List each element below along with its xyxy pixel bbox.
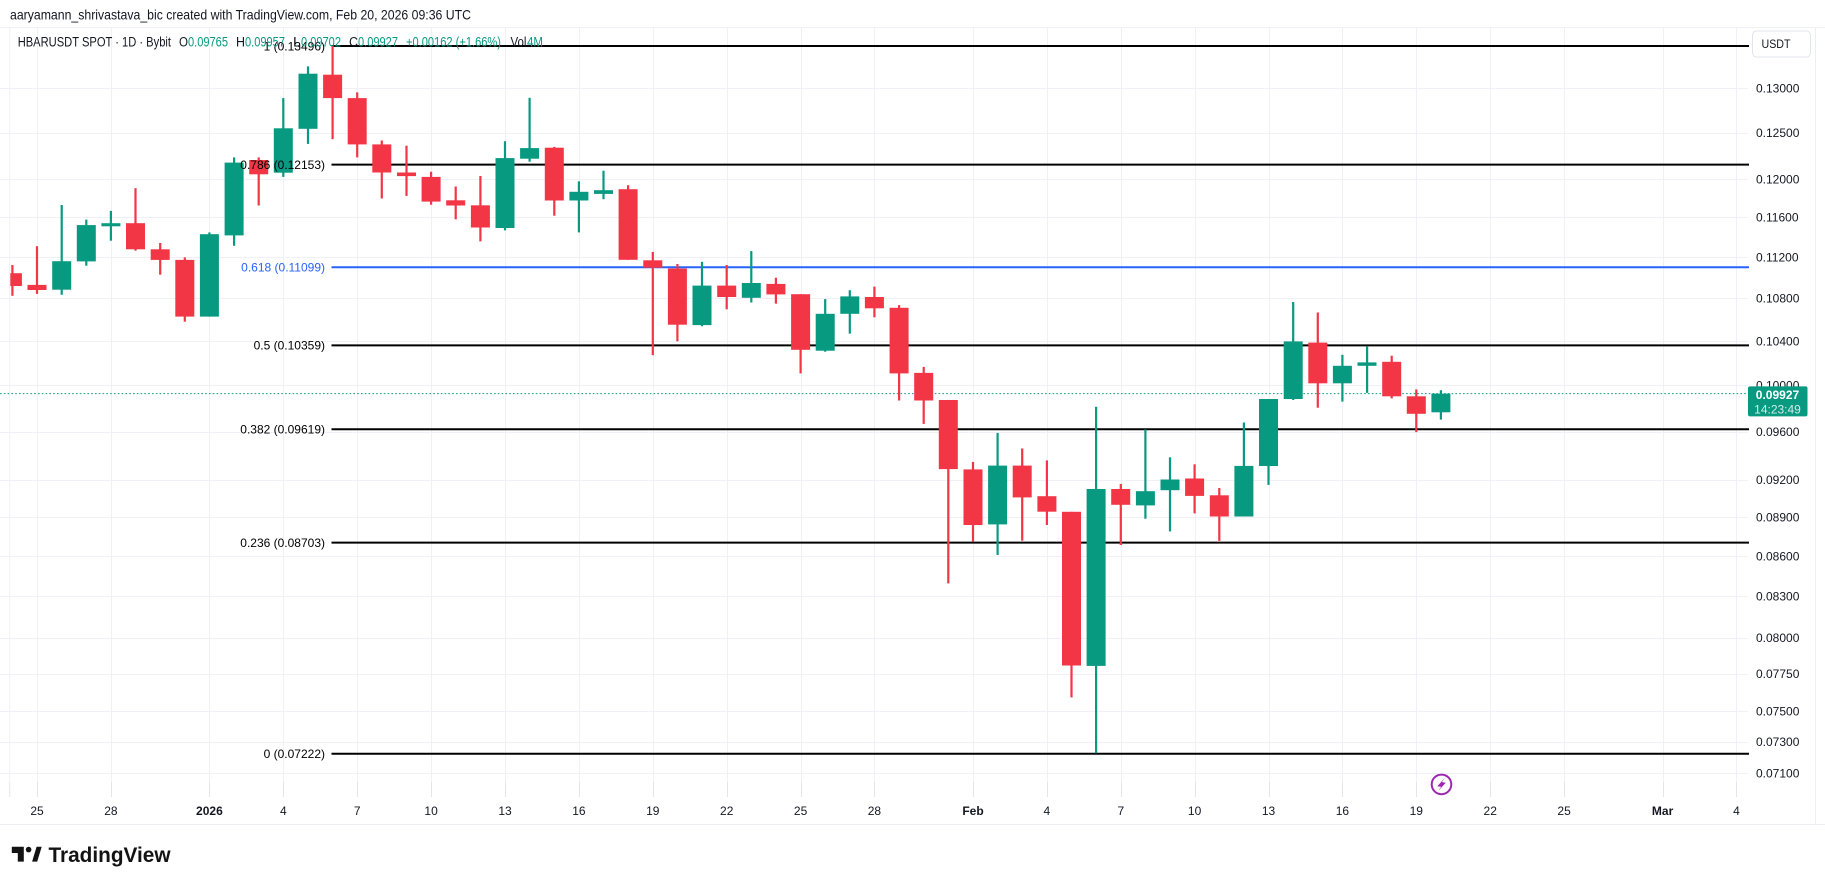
svg-text:Feb: Feb (962, 804, 983, 818)
svg-text:0.09765: 0.09765 (188, 35, 228, 50)
svg-text:L: L (293, 35, 302, 50)
svg-text:4: 4 (280, 804, 287, 818)
svg-text:4: 4 (1733, 804, 1740, 818)
svg-text:USDT: USDT (1762, 37, 1792, 51)
svg-text:22: 22 (720, 804, 734, 818)
svg-text:0.12500: 0.12500 (1756, 126, 1800, 140)
svg-text:O: O (179, 35, 188, 50)
svg-text:25: 25 (1557, 804, 1571, 818)
svg-text:Vol: Vol (511, 35, 527, 50)
svg-text:1 (0.13496): 1 (0.13496) (264, 39, 325, 53)
svg-text:25: 25 (30, 804, 44, 818)
svg-text:19: 19 (646, 804, 660, 818)
svg-text:16: 16 (1336, 804, 1350, 818)
svg-text:Mar: Mar (1652, 804, 1674, 818)
svg-text:0.11600: 0.11600 (1756, 211, 1799, 225)
svg-text:0.12000: 0.12000 (1756, 172, 1800, 186)
svg-text:10: 10 (1188, 804, 1202, 818)
svg-text:2026: 2026 (196, 804, 223, 818)
svg-text:0.07500: 0.07500 (1756, 704, 1800, 718)
svg-text:14:23:49: 14:23:49 (1754, 402, 1801, 416)
svg-text:0.5 (0.10359): 0.5 (0.10359) (254, 339, 325, 353)
svg-text:4: 4 (1044, 804, 1051, 818)
svg-text:0.618 (0.11099): 0.618 (0.11099) (241, 261, 325, 275)
svg-text:0 (0.07222): 0 (0.07222) (264, 747, 325, 761)
svg-text:13: 13 (498, 804, 512, 818)
svg-text:0.236 (0.08703): 0.236 (0.08703) (240, 536, 325, 550)
svg-text:0.11200: 0.11200 (1756, 250, 1799, 264)
svg-text:C: C (349, 35, 358, 50)
svg-text:0.08000: 0.08000 (1756, 631, 1800, 645)
svg-text:0.382 (0.09619): 0.382 (0.09619) (240, 423, 325, 437)
svg-text:TradingView: TradingView (49, 844, 172, 867)
svg-text:H: H (236, 35, 245, 50)
svg-text:19: 19 (1410, 804, 1424, 818)
svg-text:0.09927: 0.09927 (358, 35, 398, 50)
svg-text:HBARUSDT SPOT · 1D · Bybit: HBARUSDT SPOT · 1D · Bybit (18, 35, 171, 50)
svg-text:0.07100: 0.07100 (1756, 766, 1800, 780)
svg-text:28: 28 (868, 804, 882, 818)
svg-text:0.08900: 0.08900 (1756, 511, 1800, 525)
svg-text:13: 13 (1262, 804, 1276, 818)
svg-text:0.08300: 0.08300 (1756, 590, 1800, 604)
svg-text:0.09927: 0.09927 (1756, 388, 1800, 402)
svg-text:aaryamann_shrivastava_bic crea: aaryamann_shrivastava_bic created with T… (10, 7, 471, 23)
svg-text:0.08600: 0.08600 (1756, 549, 1800, 563)
svg-text:10: 10 (424, 804, 438, 818)
svg-text:28: 28 (104, 804, 118, 818)
svg-text:16: 16 (572, 804, 586, 818)
svg-text:0.09600: 0.09600 (1756, 425, 1800, 439)
svg-text:4M: 4M (527, 35, 543, 50)
svg-text:0.09200: 0.09200 (1756, 473, 1800, 487)
svg-text:25: 25 (794, 804, 808, 818)
svg-text:7: 7 (354, 804, 361, 818)
svg-text:0.07300: 0.07300 (1756, 735, 1800, 749)
svg-text:0.07750: 0.07750 (1756, 667, 1800, 681)
svg-text:0.09702: 0.09702 (301, 35, 341, 50)
svg-text:+0.00162 (+1.66%): +0.00162 (+1.66%) (406, 35, 501, 50)
svg-text:7: 7 (1117, 804, 1124, 818)
svg-text:0.786 (0.12153): 0.786 (0.12153) (240, 158, 325, 172)
svg-text:0.10400: 0.10400 (1756, 334, 1800, 348)
svg-text:0.13000: 0.13000 (1756, 82, 1800, 96)
svg-text:0.09957: 0.09957 (245, 35, 285, 50)
svg-text:0.10800: 0.10800 (1756, 292, 1800, 306)
svg-text:22: 22 (1484, 804, 1498, 818)
